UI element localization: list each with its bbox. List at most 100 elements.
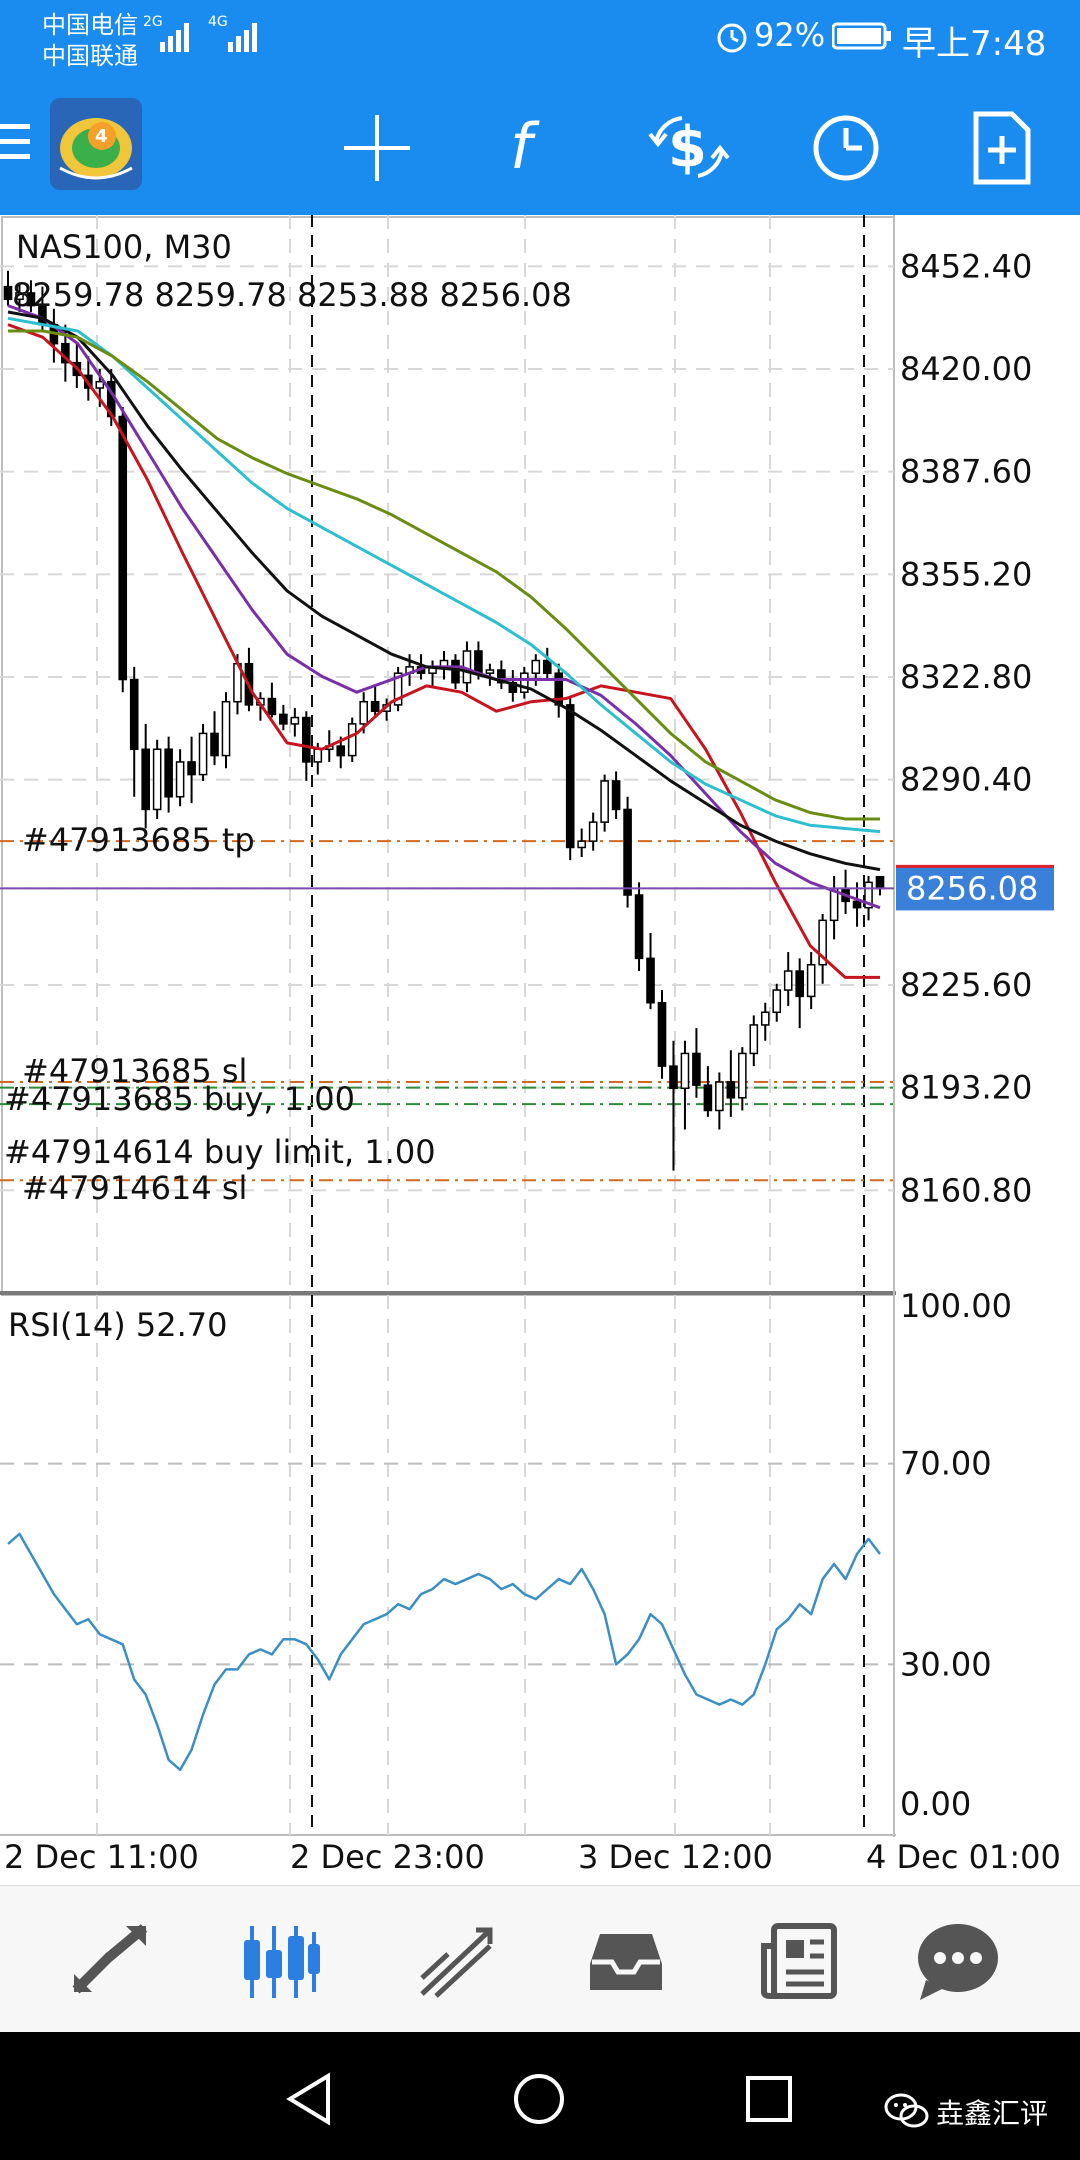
home-icon[interactable] [512,2072,566,2126]
moving-average-line [8,329,880,821]
trade-icon[interactable] [418,1924,494,2000]
carrier-2: 中国联通 [42,42,138,70]
recents-icon[interactable] [744,2074,794,2124]
rsi-line [7,1532,881,1772]
candle-body [600,780,609,823]
rsi-tick-label: 100.00 [900,1287,1012,1325]
trade-icon[interactable]: $ [648,110,732,184]
candle-body [198,732,208,776]
candle-body [531,659,541,674]
new-order-icon[interactable] [972,110,1032,186]
current-price-box [896,866,1054,911]
candle-body [818,919,827,966]
messages-icon[interactable] [916,1922,1000,2002]
chart-icon[interactable] [242,1922,322,2002]
network-type-1: 2G [143,14,163,30]
moving-average-line [7,316,881,834]
metatrader4-logo[interactable]: 4 [50,98,142,190]
order-buy-label: #47913685 buy, 1.00 [4,1080,355,1118]
candle-body [152,748,162,811]
candle-body [738,1052,747,1099]
svg-text:$: $ [668,115,707,180]
candle-body [772,989,782,1014]
rsi-tick-label: 70.00 [900,1445,992,1483]
order-sl-label: #47913685 sl [22,1052,247,1090]
price-tick-label: 8387.60 [900,453,1032,491]
back-icon[interactable] [284,2072,334,2126]
price-tick-label: 8193.20 [900,1069,1032,1107]
candle-body [451,659,460,684]
candle-body [875,875,885,890]
candle-body [95,380,105,389]
news-icon[interactable] [760,1922,838,2000]
moving-average-line [7,304,881,910]
candle-body [783,970,793,991]
price-tick-label: 8322.80 [900,658,1032,696]
rsi-tick-label: 0.00 [900,1785,971,1823]
candle-body [302,716,311,763]
candle-body [290,716,300,725]
carrier-1: 中国电信 [42,11,138,39]
history-icon[interactable] [588,1930,664,1994]
candle-body [588,821,598,842]
candle-body [393,672,403,706]
candle-body [129,678,139,750]
candle-body [313,748,323,763]
chart-canvas[interactable]: 8452.40 8420.00 8387.60 8355.20 8322.80 8290.… [0,215,1080,1885]
menu-icon[interactable] [0,122,34,162]
clock: 早上7:48 [902,24,1047,64]
candle-body [187,761,196,776]
battery-percent: 92% [754,16,826,54]
alarm-icon [717,23,747,53]
price-tick-label: 8160.80 [900,1171,1032,1209]
candle-body [611,780,621,811]
order-limit-label: #47914614 buy limit, 1.00 [4,1133,436,1171]
candle-body [26,292,36,307]
crosshair-icon[interactable] [342,113,412,183]
current-price-label: 8256.08 [906,869,1038,907]
candle-body [715,1081,724,1112]
chart-area[interactable]: 8452.40 8420.00 8387.60 8355.20 8322.80 8290.… [0,215,1080,1885]
network-type-2: 4G [208,14,228,30]
order-tp-label: #47913685 tp [22,821,255,859]
time-tick-label: 4 Dec 01:00 [866,1838,1061,1876]
price-tick-label: 8355.20 [900,555,1032,593]
time-tick-label: 2 Dec 23:00 [290,1838,485,1876]
timeframe-icon[interactable] [810,112,882,184]
toolbar: 4 f $ [0,70,1080,215]
candle-body [370,700,380,712]
candle-body [565,704,575,849]
order-sl2-label: #47914614 sl [22,1169,247,1207]
signal-icon-2 [228,23,257,52]
time-tick-label: 2 Dec 11:00 [4,1838,199,1876]
price-tick-label: 8452.40 [900,247,1032,285]
candle-body [359,700,368,725]
candle-body [3,285,13,301]
indicators-icon[interactable]: f [502,112,562,182]
wechat-icon [884,2093,929,2128]
candle-body [646,957,655,1004]
candle-body [118,415,128,681]
candle-body [497,669,506,684]
price-tick-label: 8420.00 [900,350,1032,388]
quotes-icon[interactable] [70,1922,150,1996]
candle-body [485,669,495,674]
candle-body [634,894,644,960]
candle-body [210,732,219,757]
moving-average-line [7,323,880,979]
status-bar: 中国电信 中国联通 2G 4G 92% 早上7:48 [0,0,1080,70]
candle-body [760,1011,770,1026]
candle-body [542,659,552,674]
candle-body [141,748,150,811]
candle-body [749,1024,759,1055]
watermark-label: 垚鑫汇评 [936,2097,1049,2130]
svg-text:f: f [510,112,540,182]
rsi-label: RSI(14) 52.70 [8,1306,227,1344]
candle-body [221,700,231,757]
price-tick-label: 8225.60 [900,966,1032,1004]
candle-body [347,723,357,757]
battery-icon [832,22,891,50]
svg-text:4: 4 [95,126,108,147]
candle-body [657,1001,667,1067]
system-nav-bar: 垚鑫汇评 [0,2032,1080,2160]
